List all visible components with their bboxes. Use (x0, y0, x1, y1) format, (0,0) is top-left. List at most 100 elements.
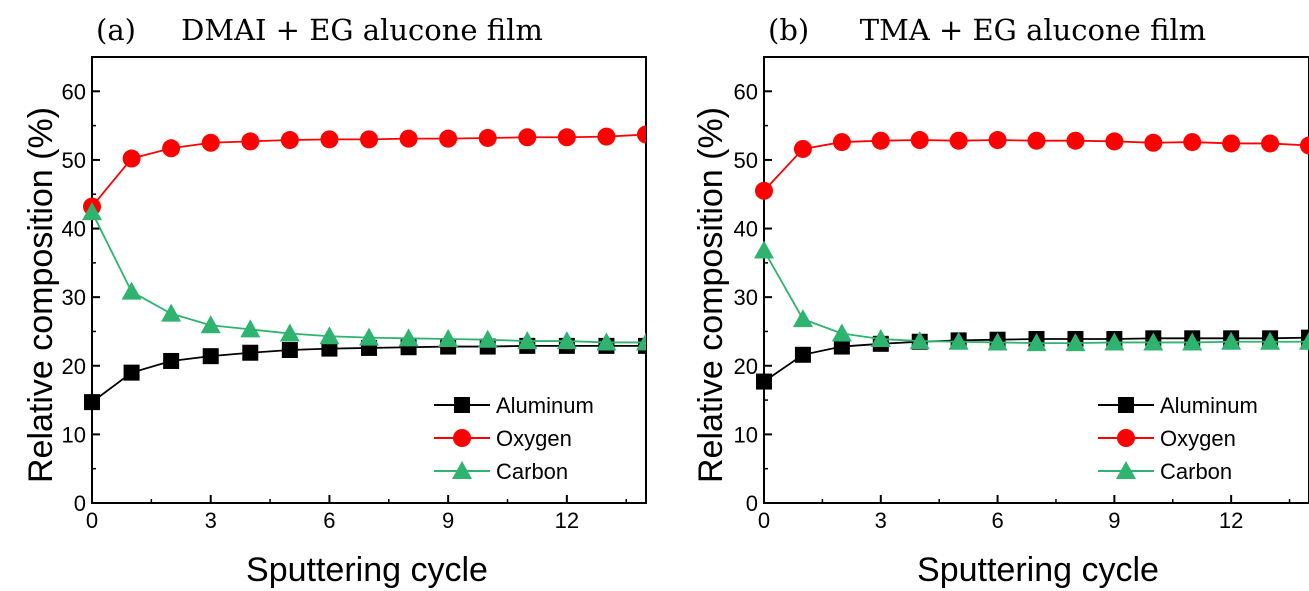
panel-b-oxygen-point (988, 131, 1007, 150)
panel-b-carbon-point (987, 332, 1008, 351)
panel-b-oxygen-point (1027, 131, 1046, 150)
panel-a-x-tick-label: 6 (323, 508, 335, 533)
panel-b-carbon-line (763, 250, 1309, 345)
panel-a-x-axis-label: Sputtering cycle (246, 551, 488, 589)
panel-a-carbon-point (121, 281, 142, 300)
panel-b-oxygen-point (1300, 136, 1309, 155)
panel-a-oxygen-point (637, 125, 646, 144)
panel-a-carbon-point (200, 315, 221, 334)
panel-a-carbon-point (240, 319, 261, 338)
panel-a-oxygen-point (280, 131, 299, 150)
panel-a-y-tick-label: 50 (62, 148, 86, 173)
panel-a-aluminum-point (84, 394, 100, 411)
panel-b-aluminum-point (1301, 329, 1309, 346)
panel-a-oxygen-point (360, 130, 378, 149)
panel-a-legend-carbon-marker (452, 461, 472, 479)
panel-a-carbon-point (477, 329, 498, 348)
panel-b-x-tick-label: 12 (1219, 508, 1243, 533)
panel-a-carbon-point (359, 327, 379, 346)
panel-b-x-tick-label: 0 (758, 508, 770, 533)
panel-a-legend-aluminum-label: Aluminum (496, 393, 594, 418)
panel-b-legend: Aluminum Oxygen Carbon (1098, 393, 1258, 484)
panel-b-oxygen-point (1222, 134, 1241, 153)
panel-a-y-tick-label: 0 (74, 491, 86, 516)
panel-a-x-tick-label: 9 (442, 508, 454, 533)
panel-a-aluminum-point (281, 341, 298, 358)
panel-b-aluminum-point (756, 373, 772, 390)
panel-b-y-tick-label: 0 (746, 491, 758, 516)
panel-a-oxygen-point (122, 149, 141, 168)
panel-a-carbon-point (517, 331, 538, 350)
panel-b-oxygen-point (832, 133, 851, 152)
panel-a-oxygen-point (439, 129, 458, 148)
panel-b-carbon-point (1026, 333, 1047, 352)
panel-b-carbon-point (1182, 332, 1203, 351)
panel-a-oxygen-point (557, 128, 576, 147)
panel-a-oxygen-point (241, 132, 260, 151)
panel-a-oxygen-point (399, 129, 418, 148)
panel-a-letter: (a) (96, 13, 136, 47)
panel-b-carbon-point (909, 331, 930, 350)
panel-b-y-tick-label: 20 (734, 354, 758, 379)
panel-a: (a) DMAI + EG alucone film Relative comp… (22, 13, 647, 589)
panel-a-x-tick-label: 12 (555, 508, 579, 533)
panel-a-oxygen-point (162, 139, 181, 158)
panel-b-oxygen-point (871, 131, 890, 150)
panel-b-y-tick-label: 40 (734, 217, 758, 242)
panel-a-y-axis-label: Relative composition (%) (22, 107, 60, 483)
panel-a-y-tick-label: 30 (62, 285, 86, 310)
panel-b-letter: (b) (768, 13, 809, 47)
panel-b-legend-aluminum-marker (1118, 397, 1134, 413)
panel-a-legend-oxygen-label: Oxygen (496, 426, 572, 451)
panel-b-legend-carbon-label: Carbon (1160, 459, 1232, 484)
panel-a-aluminum-point (321, 340, 338, 357)
panel-a-y-tick-label: 20 (62, 354, 86, 379)
panel-a-oxygen-point (320, 130, 339, 149)
panel-a-legend-carbon-label: Carbon (496, 459, 568, 484)
panel-b-y-axis-label: Relative composition (%) (692, 107, 730, 483)
panel-b-oxygen-point (1105, 132, 1124, 151)
panel-a-y-tick-label: 40 (62, 217, 86, 242)
panel-b-oxygen-point (949, 131, 968, 150)
panel-b-carbon-point (870, 329, 891, 348)
panel-a-oxygen-point (201, 133, 220, 152)
panel-b-y-tick-label: 50 (734, 148, 758, 173)
panel-a-carbon-point (636, 332, 646, 351)
panel-b-y-tick-label: 30 (734, 285, 758, 310)
panel-b-carbon-point (1221, 331, 1242, 350)
panel-a-legend-aluminum-marker (454, 397, 470, 413)
panel-b-carbon-point (831, 323, 852, 342)
panel-a-carbon-point (161, 303, 182, 322)
panel-b-y-tick-label: 60 (734, 79, 758, 104)
panel-a-carbon-point (438, 329, 459, 348)
panel-b-legend-oxygen-label: Oxygen (1160, 426, 1236, 451)
panel-a-axes-frame (91, 56, 647, 504)
panel-b-oxygen-point (793, 139, 812, 158)
panel-a-y-tick-label: 10 (62, 422, 86, 447)
panel-a-x-tick-label: 0 (86, 508, 98, 533)
panel-a-title: DMAI + EG alucone film (181, 13, 543, 47)
panel-b-aluminum-point (833, 338, 850, 355)
panel-a-oxygen-point (518, 128, 537, 147)
panel-b-oxygen-point (1261, 134, 1280, 153)
panel-b-x-axis-label: Sputtering cycle (917, 551, 1159, 589)
panel-a-plot: 0 3 6 9 12 0 10 20 30 40 50 60 Aluminum Oxygen Carbon (62, 56, 647, 533)
panel-b-legend-oxygen-marker (1117, 429, 1135, 447)
panel-a-aluminum-point (123, 364, 140, 381)
panel-a-aluminum-point (202, 348, 219, 365)
panel-b-carbon-point (1104, 332, 1125, 351)
panel-b-oxygen-point (1183, 133, 1202, 152)
panel-a-y-tick-label: 60 (62, 79, 86, 104)
panel-b-x-tick-label: 9 (1108, 508, 1120, 533)
panel-a-aluminum-point (163, 352, 180, 369)
panel-a-x-tick-label: 3 (205, 508, 217, 533)
panel-a-carbon-point (82, 202, 102, 221)
panel-a-oxygen-point (478, 128, 497, 147)
panel-b-x-tick-label: 6 (991, 508, 1003, 533)
panel-b-oxygen-point (1144, 133, 1163, 152)
panel-b-y-tick-label: 10 (734, 422, 758, 447)
panel-b-carbon-point (1143, 332, 1164, 351)
panel-a-carbon-point (556, 331, 577, 350)
panel-b-oxygen-point (910, 131, 929, 150)
